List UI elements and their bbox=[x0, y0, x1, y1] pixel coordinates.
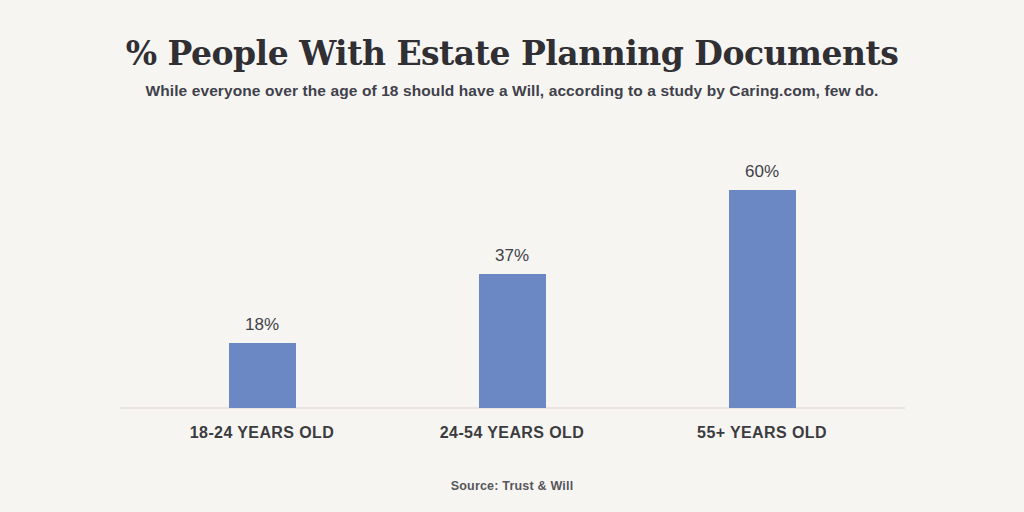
bar-value-label: 18% bbox=[202, 315, 322, 335]
category-label: 18-24 YEARS OLD bbox=[142, 424, 382, 442]
bar bbox=[479, 274, 546, 408]
bar-value-label: 60% bbox=[702, 162, 822, 182]
category-label: 55+ YEARS OLD bbox=[642, 424, 882, 442]
category-label: 24-54 YEARS OLD bbox=[392, 424, 632, 442]
source-note: Source: Trust & Will bbox=[451, 479, 574, 493]
bar bbox=[729, 190, 796, 408]
footer: Source: Trust & Will bbox=[0, 476, 1024, 494]
bar-chart: 18% 18-24 YEARS OLD 37% 24-54 YEARS OLD 60% 5… bbox=[0, 0, 1024, 512]
infographic-canvas: % People With Estate Planning Documents … bbox=[0, 0, 1024, 512]
bar-value-label: 37% bbox=[452, 246, 572, 266]
bar bbox=[229, 343, 296, 408]
